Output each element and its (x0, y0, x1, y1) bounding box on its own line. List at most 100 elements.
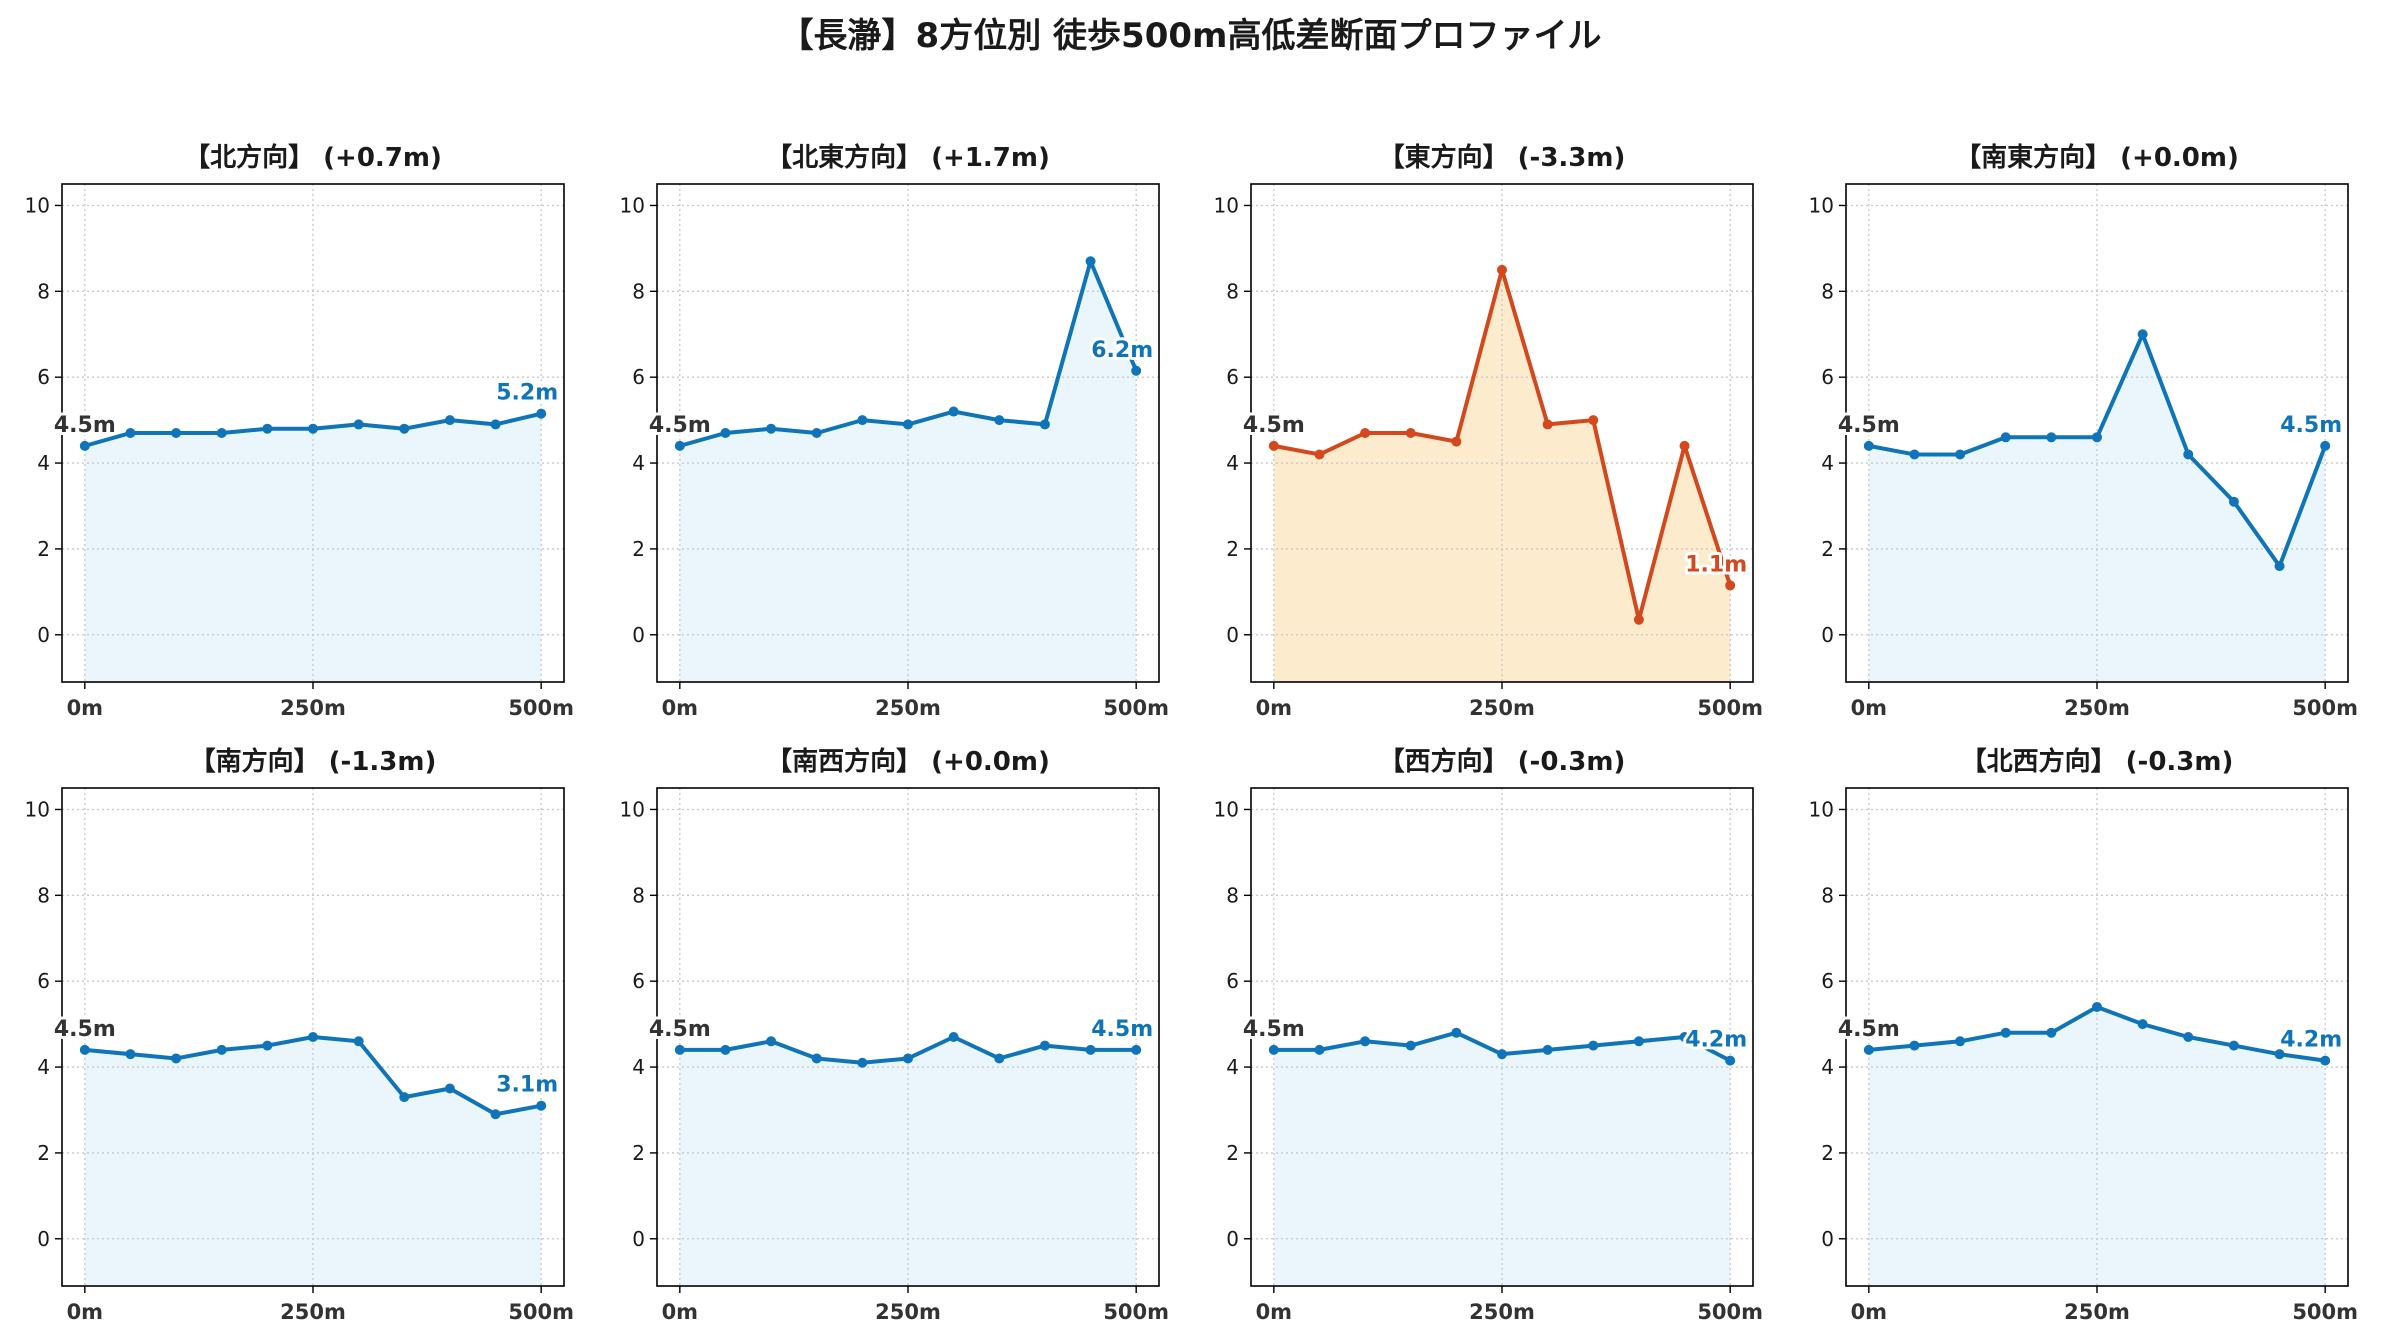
data-point (857, 415, 868, 426)
data-point (399, 423, 410, 434)
x-tick-label: 500m (508, 1300, 574, 1324)
data-point (353, 419, 364, 430)
data-point (79, 440, 90, 451)
data-point (994, 415, 1005, 426)
panel-4: 【南方向】 (-1.3m) 0 2 4 6 8 10 0m 250m 500m 4.5m 3.1m (25, 746, 574, 1324)
data-point (1542, 1044, 1553, 1055)
data-point (1451, 1027, 1462, 1038)
panel-title: 【西方向】 (-0.3m) (1379, 746, 1626, 777)
data-point (903, 419, 913, 430)
figure-title: 【長瀞】8方位別 徒歩500m高低差断面プロファイル (779, 16, 1602, 56)
y-tick-label: 6 (1821, 969, 1834, 993)
panel-5: 【南西方向】 (+0.0m) 0 2 4 6 8 10 0m 250m 500m 4.5m 4.5m (620, 746, 1169, 1324)
data-point (1588, 415, 1599, 426)
y-tick-label: 10 (1214, 797, 1239, 821)
area-fill (84, 1037, 542, 1286)
y-tick-label: 2 (1821, 1141, 1834, 1165)
panel-title: 【東方向】 (-3.3m) (1379, 142, 1626, 173)
data-point (1085, 256, 1096, 267)
area-fill (1868, 1006, 2326, 1286)
data-point (1542, 419, 1553, 430)
data-point (2000, 1027, 2011, 1038)
y-tick-label: 10 (620, 193, 645, 217)
x-tick-label: 0m (1851, 696, 1888, 720)
data-point (1909, 1040, 1920, 1051)
y-tick-label: 0 (632, 1227, 645, 1251)
panel-6: 【西方向】 (-0.3m) 0 2 4 6 8 10 0m 250m 500m 4.5m 4.2m (1214, 746, 1763, 1324)
data-point (79, 1044, 90, 1055)
data-point (2320, 440, 2331, 451)
data-point (1725, 580, 1736, 591)
y-tick-label: 2 (37, 1141, 50, 1165)
y-tick-label: 6 (1226, 365, 1239, 389)
y-tick-label: 0 (1821, 1227, 1834, 1251)
y-tick-label: 0 (1821, 623, 1834, 647)
data-point (1725, 1055, 1736, 1066)
start-elevation-label: 4.5m (54, 413, 116, 438)
data-point (125, 428, 136, 438)
y-tick-label: 6 (1226, 969, 1239, 993)
x-tick-label: 250m (875, 696, 941, 720)
data-point (1360, 1036, 1371, 1047)
data-point (308, 1032, 318, 1042)
y-tick-label: 2 (1226, 537, 1239, 561)
data-point (811, 428, 822, 438)
data-point (2228, 1040, 2239, 1051)
data-point (948, 1032, 959, 1042)
x-tick-label: 500m (1697, 696, 1763, 720)
y-tick-label: 6 (1821, 365, 1834, 389)
area-fill (84, 413, 542, 682)
end-elevation-label: 4.2m (1685, 1028, 1747, 1053)
data-point (171, 428, 182, 438)
data-point (125, 1049, 136, 1060)
data-point (1633, 614, 1644, 625)
data-point (216, 1044, 227, 1055)
x-tick-label: 0m (662, 696, 699, 720)
data-point (1863, 1044, 1874, 1055)
y-tick-label: 0 (1226, 1227, 1239, 1251)
data-point (2274, 1049, 2285, 1060)
y-tick-label: 4 (632, 1055, 645, 1079)
data-point (1405, 428, 1416, 438)
data-point (1955, 1036, 1966, 1047)
data-point (1497, 264, 1507, 275)
panel-7: 【北西方向】 (-0.3m) 0 2 4 6 8 10 0m 250m 500m 4.5m 4.2m (1809, 746, 2358, 1324)
end-elevation-label: 6.2m (1091, 338, 1153, 363)
y-tick-label: 0 (37, 1227, 50, 1251)
x-tick-label: 0m (67, 1300, 104, 1324)
panel-title: 【北方向】 (+0.7m) (184, 142, 442, 173)
data-point (1405, 1040, 1416, 1051)
data-point (994, 1053, 1005, 1064)
x-tick-label: 0m (662, 1300, 699, 1324)
data-point (1268, 440, 1279, 451)
x-tick-label: 500m (2292, 1300, 2358, 1324)
data-point (948, 406, 959, 417)
y-tick-label: 2 (37, 537, 50, 561)
y-tick-label: 8 (632, 883, 645, 907)
data-point (1679, 1032, 1690, 1042)
data-point (2320, 1055, 2331, 1066)
y-tick-label: 8 (37, 279, 50, 303)
y-tick-label: 10 (620, 797, 645, 821)
y-tick-label: 8 (632, 279, 645, 303)
y-tick-label: 8 (1821, 279, 1834, 303)
start-elevation-label: 4.5m (649, 413, 711, 438)
x-tick-label: 250m (280, 1300, 346, 1324)
data-point (490, 1109, 501, 1120)
end-elevation-label: 4.5m (1091, 1017, 1153, 1042)
y-tick-label: 10 (1214, 193, 1239, 217)
data-point (536, 408, 547, 419)
panel-title: 【北東方向】 (+1.7m) (766, 142, 1050, 173)
data-point (720, 1044, 731, 1055)
data-point (674, 440, 685, 451)
data-point (1679, 440, 1690, 451)
end-elevation-label: 3.1m (496, 1073, 558, 1098)
data-point (2092, 1001, 2102, 1012)
y-tick-label: 4 (1226, 1055, 1239, 1079)
data-point (2046, 432, 2057, 443)
start-elevation-label: 4.5m (1243, 413, 1305, 438)
data-point (1131, 1044, 1142, 1055)
y-tick-label: 2 (1821, 537, 1834, 561)
y-tick-label: 6 (37, 365, 50, 389)
